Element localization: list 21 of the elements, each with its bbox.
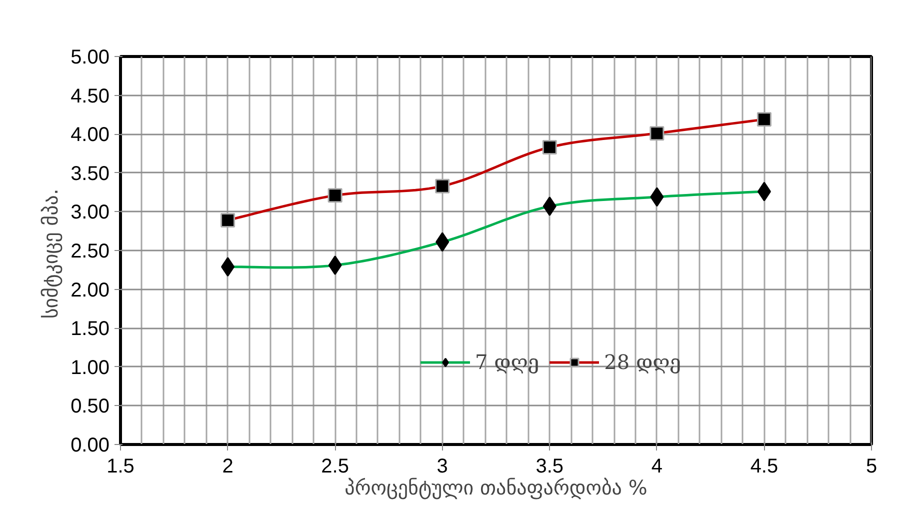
y-tick-label: 5.00 (70, 46, 110, 68)
y-tick-label: 1.00 (70, 356, 110, 379)
y-tick-label: 2.00 (70, 279, 110, 302)
y-tick-label: 0.00 (70, 434, 110, 456)
x-tick-label: 3.5 (536, 456, 564, 478)
x-tick-label: 4.5 (750, 456, 778, 478)
y-tick-label: 4.50 (70, 85, 110, 108)
y-tick-label: 4.00 (70, 124, 110, 146)
y-tick-label: 2.50 (70, 240, 110, 262)
x-tick-label: 2 (222, 456, 234, 478)
y-tick-label: 0.50 (70, 396, 110, 418)
y-axis-title: სიმტკიცე მპა. (38, 188, 63, 319)
x-tick-label: 3 (436, 456, 448, 478)
x-tick-label: 2.5 (321, 456, 349, 478)
x-tick-label: 1.5 (106, 456, 134, 478)
y-tick-label: 1.50 (70, 318, 110, 340)
x-tick-label: 5 (866, 456, 878, 478)
y-tick-label: 3.00 (70, 202, 110, 224)
x-axis-title: პროცენტული თანაფარდობა % (344, 476, 648, 500)
y-tick-label: 3.50 (70, 162, 110, 185)
x-tick-label: 4 (651, 456, 662, 478)
